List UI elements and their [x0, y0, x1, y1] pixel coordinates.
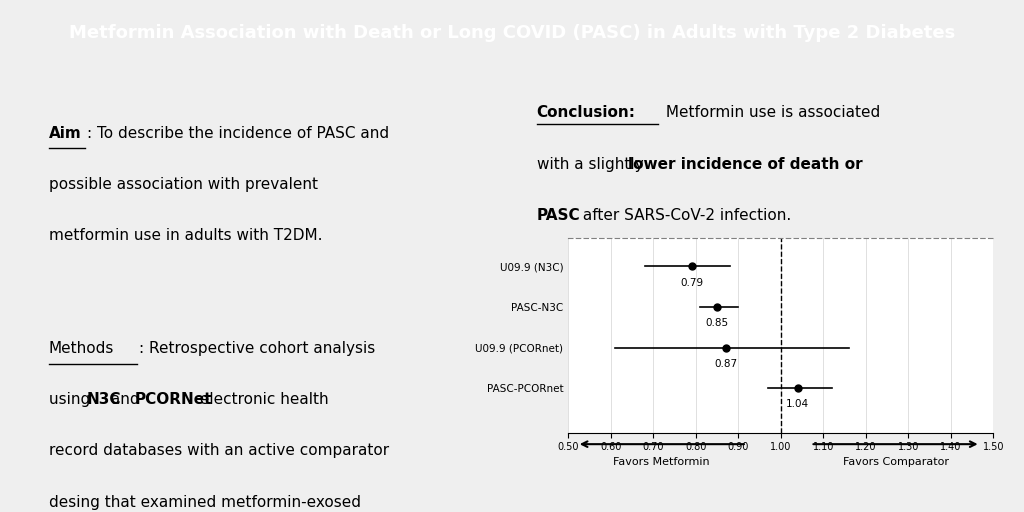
Text: desing that examined metformin-exosed: desing that examined metformin-exosed	[49, 495, 360, 509]
Text: electronic health: electronic health	[195, 392, 329, 407]
Text: after SARS-CoV-2 infection.: after SARS-CoV-2 infection.	[579, 208, 792, 223]
Text: with a slightly: with a slightly	[537, 157, 648, 172]
Text: 0.79: 0.79	[680, 278, 703, 288]
Text: Metformin Association with Death or Long COVID (PASC) in Adults with Type 2 Diab: Metformin Association with Death or Long…	[69, 24, 955, 42]
Text: PCORNet: PCORNet	[135, 392, 212, 407]
Text: : Retrospective cohort analysis: : Retrospective cohort analysis	[139, 341, 376, 356]
Text: 1.04: 1.04	[786, 399, 809, 410]
Text: PASC: PASC	[537, 208, 581, 223]
Text: and: and	[106, 392, 144, 407]
Text: N3C: N3C	[86, 392, 121, 407]
Text: Methods: Methods	[49, 341, 114, 356]
Text: : To describe the incidence of PASC and: : To describe the incidence of PASC and	[87, 126, 389, 141]
Text: metformin use in adults with T2DM.: metformin use in adults with T2DM.	[49, 228, 323, 243]
Text: Aim: Aim	[49, 126, 82, 141]
Text: Favors Metformin: Favors Metformin	[613, 457, 710, 467]
Text: using: using	[49, 392, 95, 407]
Text: possible association with prevalent: possible association with prevalent	[49, 177, 317, 192]
Text: Conclusion:: Conclusion:	[537, 105, 636, 120]
Text: lower incidence of death or: lower incidence of death or	[628, 157, 862, 172]
Text: Favors Comparator: Favors Comparator	[843, 457, 948, 467]
Text: Metformin use is associated: Metformin use is associated	[660, 105, 881, 120]
Text: 0.85: 0.85	[706, 318, 729, 328]
Text: record databases with an active comparator: record databases with an active comparat…	[49, 443, 389, 458]
Text: 0.87: 0.87	[714, 359, 737, 369]
